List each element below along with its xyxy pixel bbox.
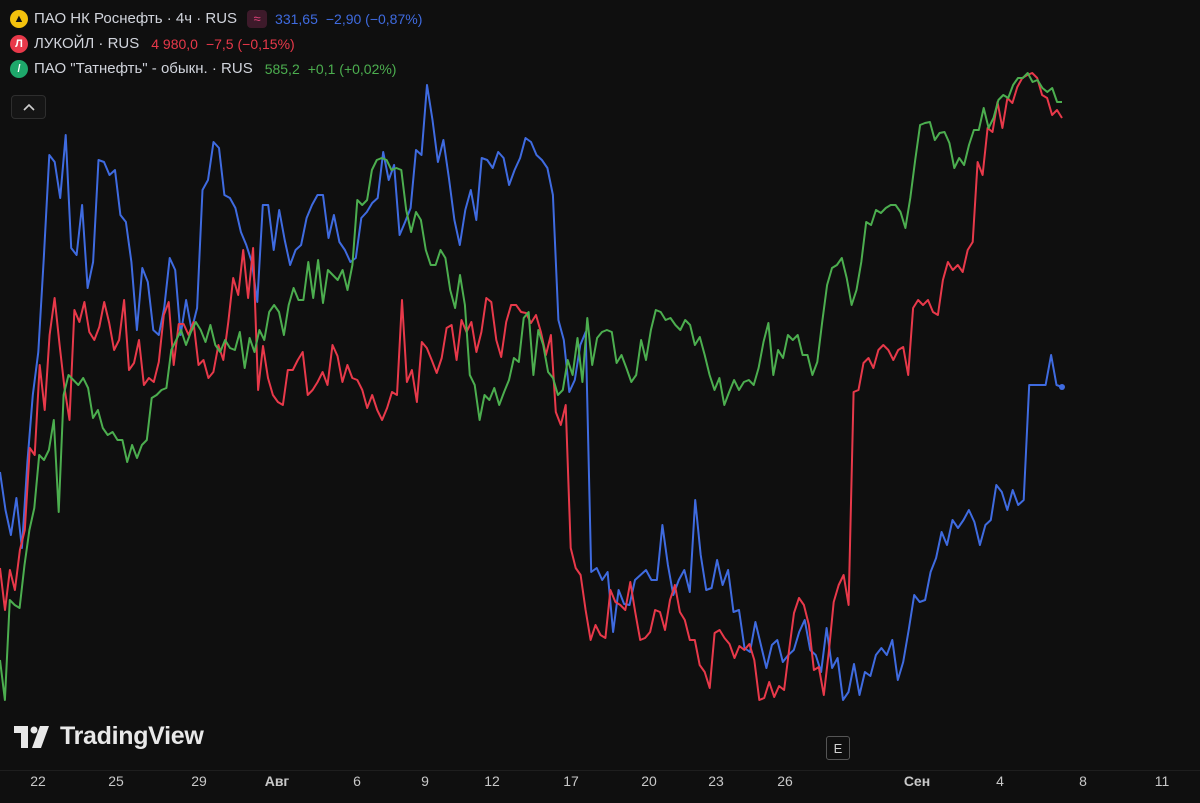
drop-icon: /	[10, 59, 28, 78]
x-tick-label: 8	[1079, 773, 1087, 789]
lukoil-logo-icon: Л	[10, 34, 28, 53]
last-point-marker	[1059, 384, 1065, 390]
x-tick-label: 11	[1155, 773, 1170, 789]
watermark-text: TradingView	[60, 722, 204, 750]
x-tick-label: 6	[353, 773, 361, 789]
legend-row-rosneft[interactable]: ▲ ПАО НК Роснефть · 4ч · RUS ≈ 331,65 −2…	[10, 6, 422, 31]
x-tick-label: 26	[777, 773, 793, 789]
chevron-up-icon	[22, 103, 35, 111]
legend-row-lukoil[interactable]: Л ЛУКОЙЛ · RUS 4 980,0 −7,5 (−0,15%)	[10, 31, 422, 56]
x-tick-label: 22	[30, 773, 46, 789]
x-tick-label: 20	[641, 773, 657, 789]
x-tick-label: 23	[708, 773, 724, 789]
x-tick-label: 29	[191, 773, 207, 789]
price-tatneft: 585,2	[264, 60, 300, 77]
series-line-1[interactable]	[0, 72, 1063, 701]
tradingview-watermark: TradingView	[14, 722, 204, 751]
approx-badge[interactable]: ≈	[247, 9, 268, 28]
x-tick-label: 17	[563, 773, 579, 789]
x-tick-label: Сен	[904, 773, 930, 789]
tradingview-logo-icon	[14, 725, 49, 748]
flame-icon: ▲	[10, 9, 28, 28]
events-badge[interactable]: E	[826, 736, 850, 760]
price-lukoil: 4 980,0	[151, 35, 198, 52]
x-tick-label: 4	[996, 773, 1004, 789]
legend-name-tatneft: ПАО "Татнефть" - обыкн. · RUS	[34, 60, 253, 77]
legend-row-tatneft[interactable]: / ПАО "Татнефть" - обыкн. · RUS 585,2 +0…	[10, 56, 422, 81]
series-line-0[interactable]	[0, 84, 1063, 701]
x-tick-label: Авг	[265, 773, 290, 789]
change-lukoil: −7,5 (−0,15%)	[205, 35, 295, 52]
change-rosneft: −2,90 (−0,87%)	[325, 10, 423, 27]
x-axis	[0, 770, 1200, 803]
x-tick-label: 12	[484, 773, 500, 789]
x-tick-label: 25	[108, 773, 124, 789]
legend-name-rosneft: ПАО НК Роснефть · 4ч · RUS	[34, 10, 238, 27]
legend-name-lukoil: ЛУКОЙЛ · RUS	[34, 35, 140, 52]
legend: ▲ ПАО НК Роснефть · 4ч · RUS ≈ 331,65 −2…	[10, 6, 422, 81]
change-tatneft: +0,1 (+0,02%)	[307, 60, 397, 77]
x-tick-label: 9	[421, 773, 429, 789]
series-line-2[interactable]	[0, 72, 1062, 701]
collapse-legend-button[interactable]	[11, 95, 46, 119]
price-rosneft: 331,65	[275, 10, 318, 27]
